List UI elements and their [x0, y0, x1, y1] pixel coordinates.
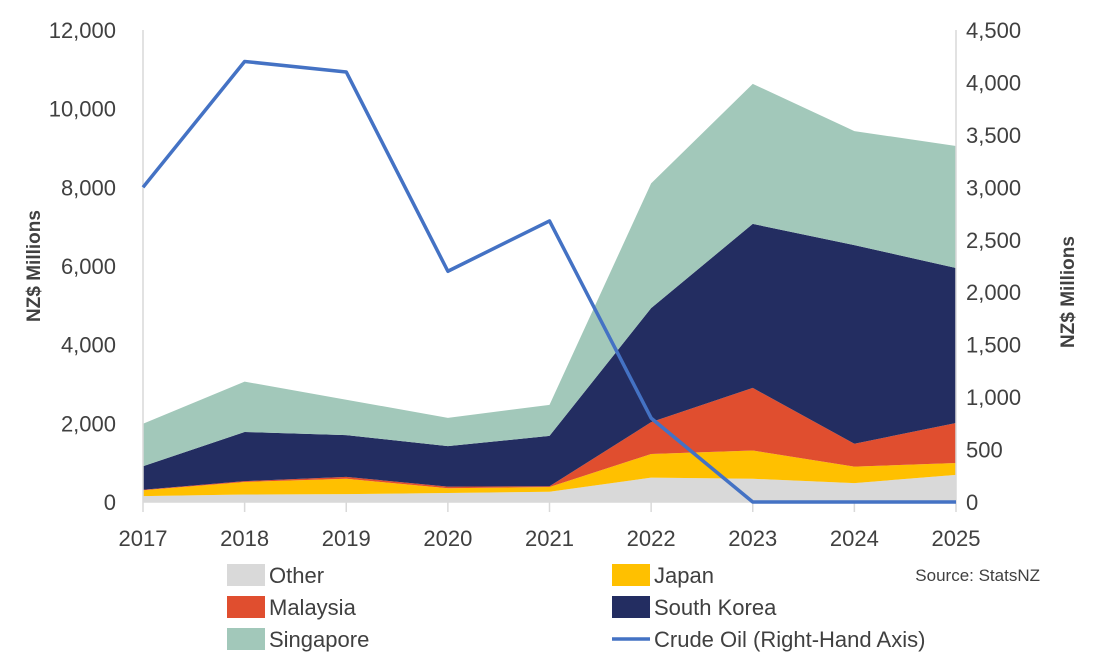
legend-swatch: [612, 564, 650, 586]
left-tick-label: 4,000: [61, 333, 116, 358]
right-tick-label: 2,500: [966, 228, 1021, 253]
legend-label: South Korea: [654, 595, 777, 620]
legend-label: Other: [269, 563, 324, 588]
legend-item-japan: Japan: [612, 563, 714, 588]
legend-label: Malaysia: [269, 595, 357, 620]
legend-item-crude-oil-right-hand-axis: Crude Oil (Right-Hand Axis): [612, 627, 925, 652]
legend-item-malaysia: Malaysia: [227, 595, 357, 620]
right-tick-label: 3,500: [966, 123, 1021, 148]
legend-item-singapore: Singapore: [227, 627, 369, 652]
left-tick-label: 12,000: [49, 18, 116, 43]
right-tick-label: 4,500: [966, 18, 1021, 43]
legend-label: Japan: [654, 563, 714, 588]
left-tick-label: 0: [104, 490, 116, 515]
stacked-areas: [143, 84, 956, 502]
source-note: Source: StatsNZ: [915, 566, 1040, 585]
x-tick-label: 2018: [220, 526, 269, 551]
right-tick-label: 1,000: [966, 385, 1021, 410]
legend: Other Japan Malaysia South Korea Singapore Cr…: [227, 563, 925, 652]
x-tick-label: 2017: [119, 526, 168, 551]
right-tick-label: 500: [966, 438, 1003, 463]
right-tick-label: 1,500: [966, 333, 1021, 358]
legend-swatch: [612, 596, 650, 618]
legend-swatch: [227, 596, 265, 618]
left-tick-label: 2,000: [61, 411, 116, 436]
right-tick-label: 3,000: [966, 175, 1021, 200]
right-tick-label: 4,000: [966, 70, 1021, 95]
legend-swatch: [227, 564, 265, 586]
x-tick-label: 2023: [728, 526, 777, 551]
x-tick-label: 2020: [423, 526, 472, 551]
left-tick-label: 10,000: [49, 97, 116, 122]
legend-label: Crude Oil (Right-Hand Axis): [654, 627, 925, 652]
x-tick-label: 2024: [830, 526, 879, 551]
right-tick-label: 2,000: [966, 280, 1021, 305]
legend-item-south-korea: South Korea: [612, 595, 777, 620]
x-tick-label: 2022: [627, 526, 676, 551]
legend-item-other: Other: [227, 563, 324, 588]
left-tick-label: 8,000: [61, 175, 116, 200]
right-axis-title: NZ$ Millions: [1058, 236, 1079, 348]
x-tick-label: 2019: [322, 526, 371, 551]
legend-label: Singapore: [269, 627, 369, 652]
x-tick-label: 2025: [932, 526, 981, 551]
left-tick-label: 6,000: [61, 254, 116, 279]
right-tick-label: 0: [966, 490, 978, 515]
legend-swatch: [227, 628, 265, 650]
left-axis-title: NZ$ Millions: [24, 210, 45, 322]
x-tick-label: 2021: [525, 526, 574, 551]
